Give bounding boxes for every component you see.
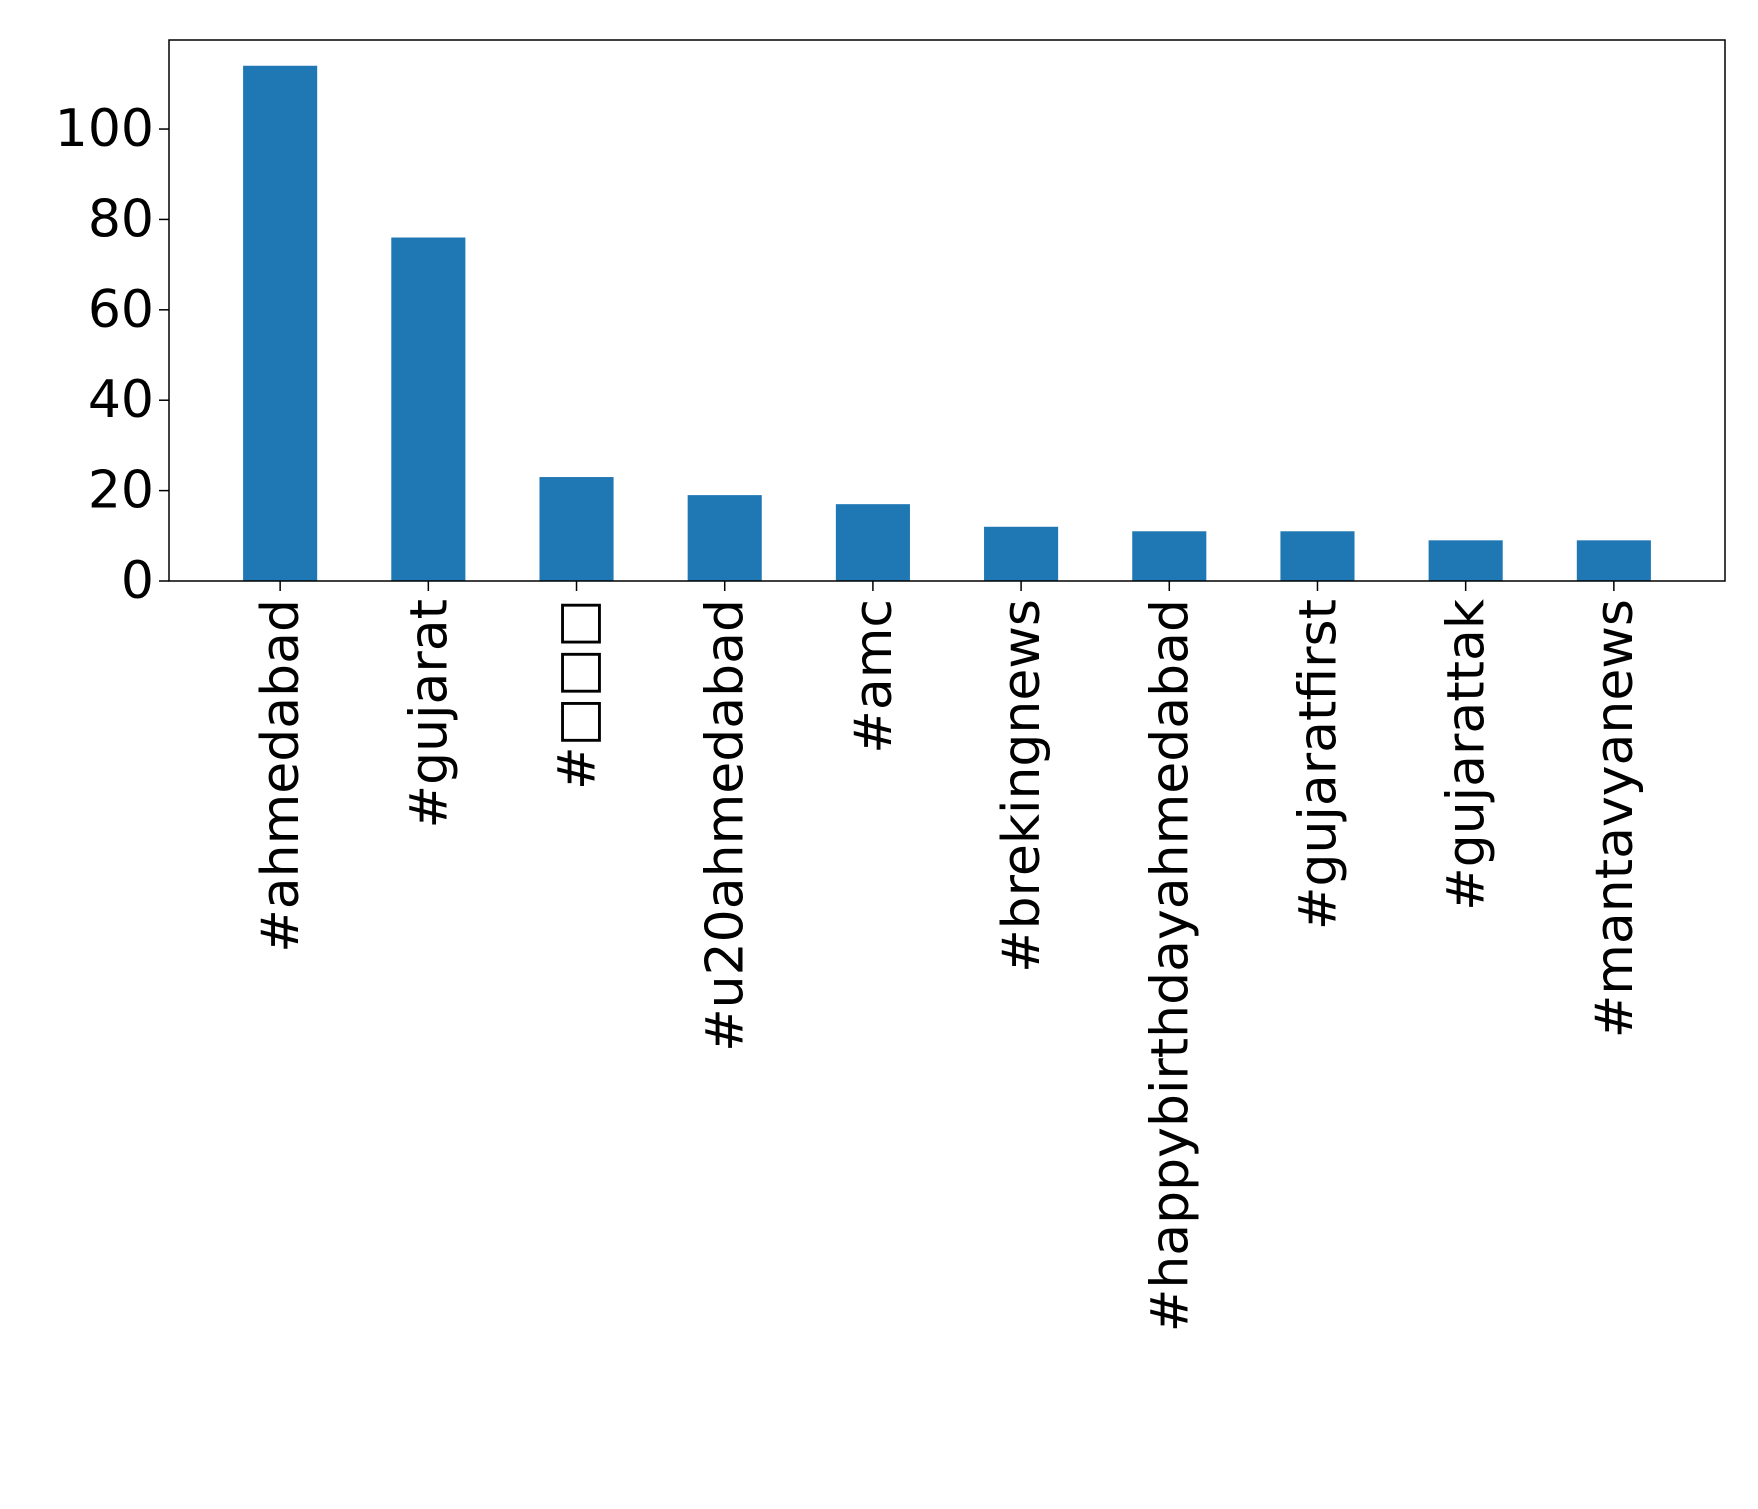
- xtick-label: #ahmedabad: [251, 599, 311, 953]
- ytick-label: 100: [55, 99, 154, 159]
- bar-8: [1428, 540, 1503, 581]
- bar-1: [391, 237, 466, 581]
- bar-4: [835, 504, 910, 581]
- xtick-label: #brekingnews: [992, 599, 1052, 973]
- y-axis: 0 20 40 60 80 100: [55, 99, 169, 611]
- xtick-label: #gujaratfirst: [1288, 599, 1348, 930]
- xtick-label: #mantavyanews: [1585, 599, 1645, 1038]
- bar-0: [243, 65, 318, 581]
- xtick-label: #□□□: [548, 599, 608, 790]
- ytick-label: 20: [88, 461, 154, 521]
- xtick-label: #gujarat: [399, 599, 459, 828]
- bar-7: [1280, 531, 1355, 581]
- xtick-label: #gujarattak: [1437, 599, 1497, 911]
- bar-3: [687, 495, 762, 581]
- xtick-label: #u20ahmedabad: [696, 599, 756, 1052]
- bar-5: [984, 526, 1059, 581]
- xtick-label: #amc: [844, 599, 904, 754]
- ytick-label: 80: [88, 189, 154, 249]
- bar-9: [1576, 540, 1651, 581]
- ytick-label: 0: [121, 551, 154, 611]
- bar-6: [1132, 531, 1207, 581]
- xtick-label: #happybirthdayahmedabad: [1140, 599, 1200, 1332]
- ytick-label: 40: [88, 370, 154, 430]
- bar-2: [539, 477, 614, 581]
- ytick-label: 60: [88, 280, 154, 340]
- x-axis: #ahmedabad #gujarat #□□□ #u20ahmedabad #amc #…: [251, 581, 1645, 1332]
- bars-group: [243, 65, 1651, 581]
